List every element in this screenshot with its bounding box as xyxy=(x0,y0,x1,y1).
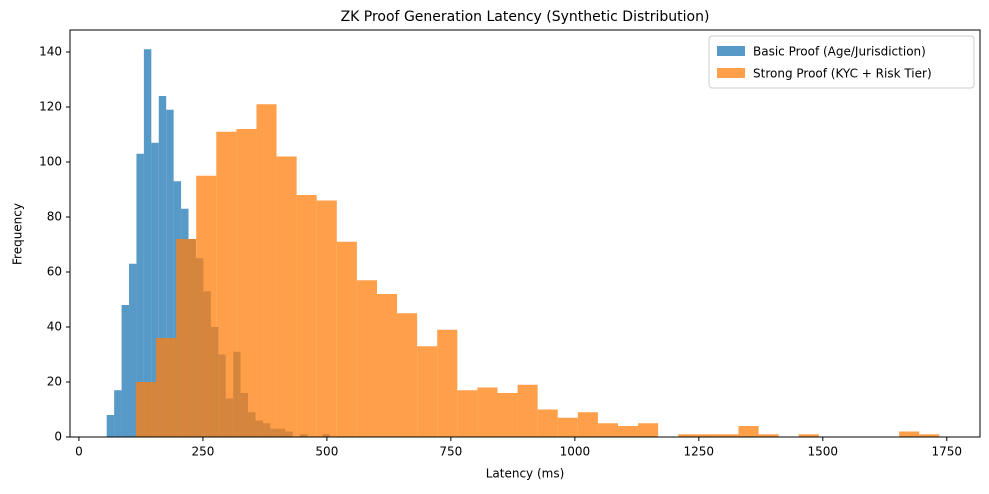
y-tick-label: 40 xyxy=(47,320,62,334)
histogram-bar xyxy=(899,431,920,437)
histogram-bar xyxy=(477,387,498,437)
histogram-bar xyxy=(236,129,257,437)
histogram-bar xyxy=(114,390,122,437)
histogram-bar xyxy=(397,313,418,437)
histogram-bar xyxy=(738,426,759,437)
legend-label: Basic Proof (Age/Jurisdiction) xyxy=(753,45,926,59)
histogram-bar xyxy=(617,426,639,437)
histogram-bar xyxy=(457,390,478,437)
histogram-bar xyxy=(106,415,115,437)
histogram-bar xyxy=(678,434,699,437)
y-tick-label: 20 xyxy=(47,375,62,389)
histogram-bar xyxy=(417,346,438,437)
y-tick-label: 60 xyxy=(47,265,62,279)
x-tick-label: 0 xyxy=(75,445,83,459)
plot-frame xyxy=(69,29,981,438)
y-tick-label: 100 xyxy=(39,155,62,169)
histogram-bar xyxy=(376,294,398,437)
legend-swatch xyxy=(717,68,745,78)
histogram-bar xyxy=(336,241,357,437)
histogram-bar xyxy=(256,104,277,437)
histogram-bar xyxy=(437,329,458,437)
histogram-bar xyxy=(121,305,130,437)
histogram-bar xyxy=(135,382,157,437)
histogram-bar xyxy=(129,263,137,437)
histogram-bar xyxy=(497,393,518,437)
histogram-bar xyxy=(557,417,578,437)
histogram-bar xyxy=(158,96,167,437)
histogram-bar xyxy=(143,49,152,437)
histogram-bar xyxy=(151,142,159,437)
histogram-bar xyxy=(638,423,659,437)
x-tick-label: 1750 xyxy=(932,445,963,459)
x-tick-label: 750 xyxy=(439,445,462,459)
histogram-bar xyxy=(136,153,144,437)
legend-swatch xyxy=(717,46,745,56)
chart-title: ZK Proof Generation Latency (Synthetic D… xyxy=(341,9,710,25)
x-tick-label: 250 xyxy=(191,445,214,459)
histogram-bar xyxy=(698,434,719,437)
histogram-bar xyxy=(296,195,317,437)
histogram-bar xyxy=(176,239,197,437)
legend-box xyxy=(708,35,975,89)
y-tick-label: 140 xyxy=(39,45,62,59)
histogram-bar xyxy=(356,280,377,437)
legend-label: Strong Proof (KYC + Risk Tier) xyxy=(753,67,932,81)
x-tick-label: 500 xyxy=(315,445,338,459)
histogram-bar xyxy=(156,338,177,437)
y-tick-label: 0 xyxy=(54,430,62,444)
histogram-bar xyxy=(577,412,598,437)
histogram-bar xyxy=(718,434,739,437)
x-axis-label: Latency (ms) xyxy=(486,467,565,481)
histogram-bar xyxy=(196,175,217,437)
x-tick-label: 1250 xyxy=(684,445,715,459)
histogram-bar xyxy=(919,434,940,437)
histogram-bar xyxy=(316,200,337,437)
x-tick-label: 1000 xyxy=(560,445,591,459)
histogram-bar xyxy=(537,409,558,437)
y-tick-label: 120 xyxy=(39,100,62,114)
y-axis-label: Frequency xyxy=(11,203,25,265)
histogram-bar xyxy=(597,423,618,437)
histogram-bar xyxy=(166,109,174,437)
histogram-bar xyxy=(798,434,819,437)
histogram-bar xyxy=(517,384,538,437)
x-tick-label: 1500 xyxy=(808,445,839,459)
histogram-bar xyxy=(216,131,237,437)
y-tick-label: 80 xyxy=(47,210,62,224)
histogram-bar xyxy=(758,434,779,437)
histogram-bar xyxy=(276,156,297,437)
